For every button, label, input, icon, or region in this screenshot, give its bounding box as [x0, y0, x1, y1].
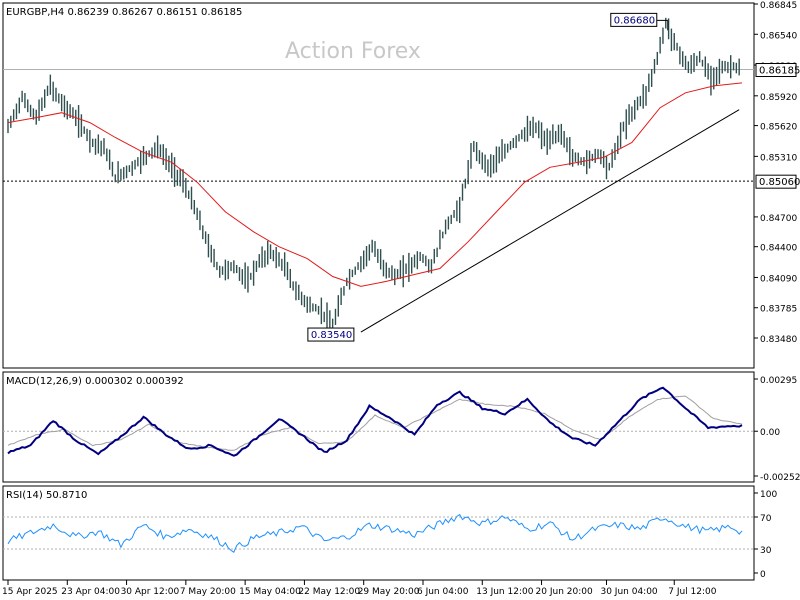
- price-callouts: 0.86680 0.83540 0.86185 0.85060: [307, 12, 800, 342]
- time-tick-label: 6 Jun 04:00: [417, 587, 469, 597]
- price-panel: [2, 2, 755, 369]
- time-tick-label: 23 Apr 04:00: [61, 587, 120, 597]
- price-tick-label: 0.83480: [760, 335, 797, 345]
- price-tick-label: 0.84400: [760, 244, 797, 254]
- macd-axis: 0.00295 0.00 -0.002529: [754, 376, 800, 483]
- high-label: 0.86680: [614, 15, 655, 26]
- time-tick-label: 22 May 12:00: [298, 587, 360, 597]
- time-tick-label: 20 Jun 20:00: [536, 587, 593, 597]
- rsi-tick-label: 30: [760, 546, 772, 556]
- macd-main-line: [7, 386, 743, 457]
- price-tick-label: 0.83785: [760, 305, 797, 315]
- rsi-title: RSI(14) 50.8710: [6, 490, 87, 501]
- time-tick-label: 29 May 20:00: [358, 587, 420, 597]
- time-tick-label: 13 Jun 12:00: [476, 587, 533, 597]
- rsi-axis: 100 70 30 0: [754, 490, 777, 580]
- time-tick-label: 15 Apr 2025: [2, 587, 58, 597]
- low-label: 0.83540: [311, 330, 352, 341]
- rsi-tick-label: 70: [760, 514, 772, 524]
- rsi-level-lines: [3, 516, 754, 550]
- time-tick-label: 7 May 20:00: [180, 587, 236, 597]
- time-axis: 15 Apr 2025 23 Apr 04:00 30 Apr 12:00 7 May…: [2, 580, 717, 597]
- price-tick-label: 0.86845: [760, 1, 797, 11]
- level-tag: 0.85060: [759, 177, 800, 188]
- symbol-header: EURGBP,H4 0.86239 0.86267 0.86151 0.8618…: [6, 7, 242, 18]
- time-tick-label: 30 Apr 12:00: [121, 587, 180, 597]
- level-tag-box: [755, 174, 797, 189]
- price-tick-label: 0.85920: [760, 93, 797, 103]
- time-tick-label: 30 Jun 04:00: [600, 587, 657, 597]
- rsi-line: [7, 513, 743, 553]
- rsi-panel: [2, 485, 755, 581]
- rsi-tick-label: 0: [760, 570, 766, 580]
- macd-signal-line: [7, 395, 743, 451]
- time-tick-label: 15 May 04:00: [239, 587, 301, 597]
- moving-average-line: [7, 82, 743, 287]
- price-reference-lines: [3, 69, 754, 182]
- macd-tick-label: 0.00: [760, 428, 780, 438]
- price-tick-label: 0.85620: [760, 123, 797, 133]
- last-price-tag: 0.86185: [759, 66, 800, 77]
- macd-title: MACD(12,26,9) 0.000302 0.000392: [6, 376, 184, 387]
- high-label-box: [610, 12, 658, 27]
- watermark: Action Forex: [285, 39, 421, 64]
- macd-tick-label: -0.002529: [760, 473, 800, 483]
- last-price-tag-box: [755, 63, 797, 78]
- price-tick-label: 0.85310: [760, 153, 797, 163]
- price-axis: 0.868450.865400.862300.859200.856200.853…: [754, 1, 797, 345]
- price-tick-label: 0.86540: [760, 31, 797, 41]
- price-tick-label: 0.84090: [760, 274, 797, 284]
- low-label-box: [307, 327, 355, 342]
- macd-tick-label: 0.00295: [760, 376, 797, 386]
- macd-panel: [2, 371, 755, 483]
- trendline: [360, 109, 740, 333]
- rsi-tick-label: 100: [760, 490, 777, 500]
- price-candles: [7, 17, 740, 334]
- time-tick-label: 7 Jul 12:00: [668, 587, 717, 597]
- price-tick-label: 0.84700: [760, 214, 797, 224]
